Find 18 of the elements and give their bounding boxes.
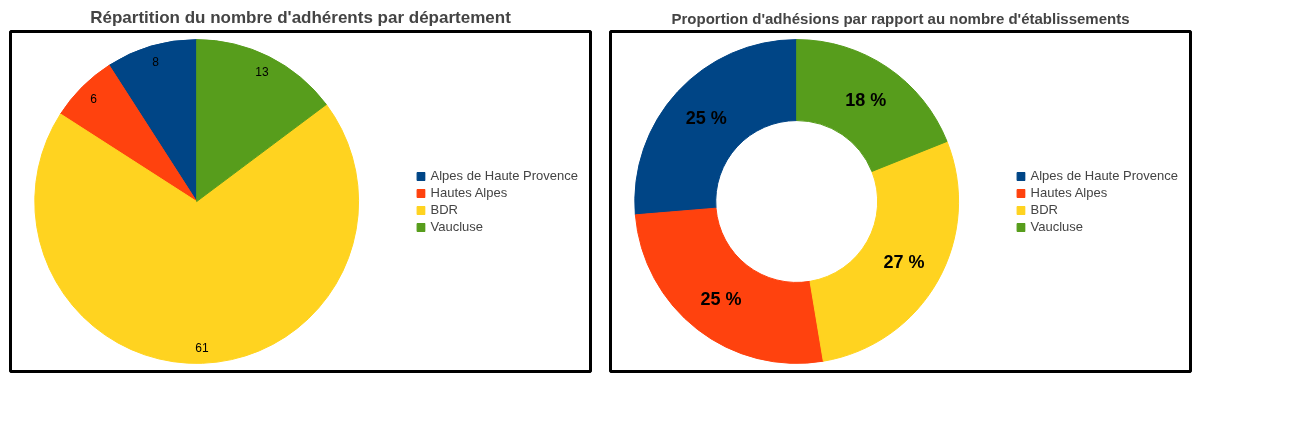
chart-title: Répartition du nombre d'adhérents par département: [90, 7, 512, 27]
data-label: 25 %: [685, 108, 727, 129]
data-label: 6: [90, 91, 98, 106]
data-label: 18 %: [845, 89, 887, 110]
data-label: 13: [255, 64, 269, 79]
legend-label: Hautes Alpes: [430, 185, 508, 200]
legend-label: BDR: [1030, 202, 1059, 217]
legend-label: Alpes de Haute Provence: [430, 168, 578, 183]
data-label: 8: [152, 55, 160, 70]
legend-label: Vaucluse: [1030, 219, 1084, 234]
legend-label: Hautes Alpes: [1030, 185, 1108, 200]
legend-label: Alpes de Haute Provence: [1030, 168, 1178, 183]
legend-label: Vaucluse: [430, 219, 484, 234]
data-label: 27 %: [883, 251, 925, 272]
chart-title: Proportion d'adhésions par rapport au nombre d'établissements: [671, 9, 1130, 27]
data-label: 25 %: [700, 288, 742, 309]
legend-label: BDR: [430, 202, 459, 217]
data-label: 61: [195, 340, 209, 355]
